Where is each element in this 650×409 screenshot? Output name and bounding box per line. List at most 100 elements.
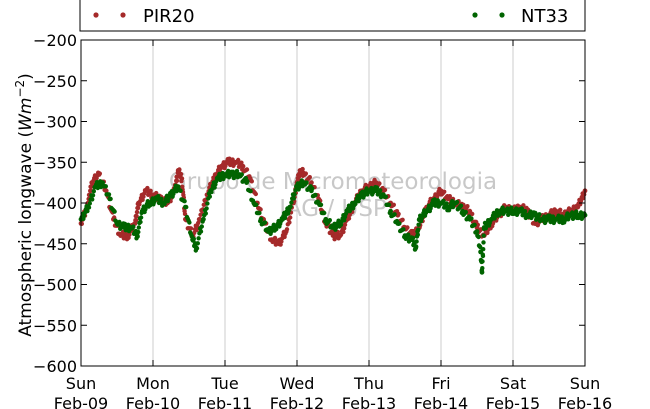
data-point [303, 171, 308, 176]
legend-item-nt33: NT33 [472, 6, 568, 27]
data-point [188, 226, 194, 231]
x-tick-label-day: Sat [500, 374, 526, 393]
data-point [239, 172, 244, 177]
data-point [236, 157, 241, 163]
legend: PIR20 NT33 [79, 0, 586, 32]
data-point [253, 191, 258, 197]
data-point [318, 202, 324, 207]
y-tick-label: −250 [33, 72, 77, 91]
data-point [106, 192, 112, 197]
data-point [342, 222, 348, 227]
data-point [481, 233, 486, 238]
data-point [481, 247, 486, 252]
data-point [374, 185, 380, 190]
y-tick-label: −500 [33, 276, 77, 295]
data-point [458, 203, 464, 208]
data-point [97, 171, 103, 176]
data-point [300, 166, 305, 172]
legend-marker [472, 12, 478, 18]
data-point [410, 235, 416, 241]
data-point [377, 181, 382, 186]
data-point [145, 185, 150, 191]
data-point [138, 219, 143, 225]
data-point [272, 235, 278, 241]
data-point [400, 217, 405, 222]
data-point [441, 198, 446, 203]
data-point [257, 210, 262, 216]
data-point [537, 212, 542, 217]
data-point [480, 259, 485, 264]
data-point [288, 204, 293, 209]
y-axis-title: Atmospheric longwave (Wm−2) [13, 73, 36, 337]
data-point [91, 189, 97, 194]
data-point [100, 180, 105, 186]
x-tick-label-date: Feb-13 [342, 394, 396, 409]
data-point [474, 229, 480, 234]
y-tick-label: −400 [33, 194, 77, 213]
data-point [234, 168, 240, 174]
data-point [178, 171, 184, 177]
data-point [184, 204, 189, 210]
series-nt33 [78, 168, 588, 275]
data-point [195, 241, 200, 246]
x-tick-label-date: Feb-10 [126, 394, 180, 409]
data-point [342, 226, 347, 231]
data-point [248, 189, 253, 194]
data-point [383, 194, 388, 199]
data-point [194, 227, 199, 233]
data-point [191, 236, 196, 241]
data-point [346, 216, 352, 221]
data-point [519, 206, 524, 211]
data-point [103, 184, 109, 189]
data-point [198, 229, 204, 234]
x-tick-label-date: Feb-09 [54, 394, 108, 409]
y-tick-label: −450 [33, 235, 77, 254]
data-point [258, 216, 264, 222]
y-tick-label: −600 [33, 357, 77, 376]
data-point [87, 201, 93, 206]
data-point [397, 221, 402, 226]
data-point [310, 186, 315, 191]
data-point [174, 178, 180, 183]
y-tick-label: −550 [33, 316, 77, 335]
x-tick-label-day: Mon [136, 374, 170, 393]
data-point [322, 210, 327, 216]
data-point [414, 244, 419, 249]
data-point [533, 210, 538, 216]
data-point [289, 200, 294, 205]
data-point [112, 209, 117, 214]
data-point [136, 229, 141, 235]
data-point [182, 199, 187, 204]
x-tick-label-day: Wed [280, 374, 315, 393]
data-point [196, 220, 201, 226]
data-point [444, 201, 449, 206]
data-point [416, 227, 421, 232]
data-point [196, 236, 201, 241]
data-point [405, 225, 410, 230]
data-point [292, 192, 297, 197]
data-point [479, 269, 485, 275]
x-tick-label-date: Feb-12 [270, 394, 324, 409]
data-point [470, 211, 475, 217]
data-point [201, 216, 206, 222]
data-point [86, 205, 92, 210]
data-point [378, 188, 383, 193]
x-tick-label-date: Feb-14 [414, 394, 468, 409]
data-point [136, 205, 141, 211]
data-point [240, 163, 246, 169]
data-point [136, 225, 141, 230]
data-point [108, 196, 113, 202]
data-point [406, 232, 411, 237]
data-point [396, 211, 401, 217]
data-point [187, 220, 192, 225]
data-point [313, 192, 318, 198]
x-tick-label-day: Sun [570, 374, 600, 393]
data-point [134, 209, 140, 215]
data-point [134, 213, 139, 219]
data-point [304, 180, 309, 185]
data-point [391, 202, 396, 207]
data-point [205, 201, 210, 206]
data-point [134, 218, 139, 223]
data-point [90, 197, 95, 202]
